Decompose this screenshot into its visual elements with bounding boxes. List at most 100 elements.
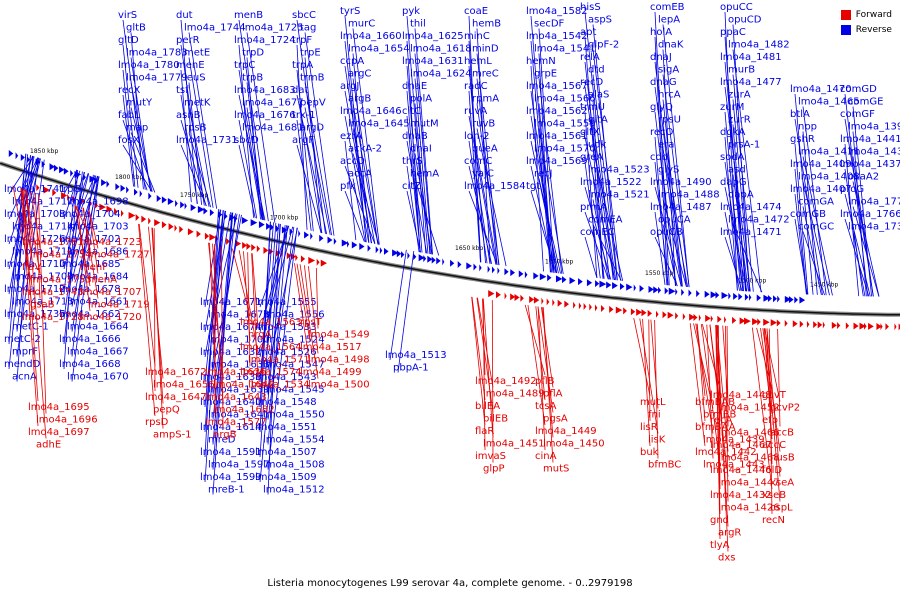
gene-leader-line — [88, 209, 99, 274]
gene-arrow — [52, 189, 57, 197]
gene-arrow — [662, 311, 667, 319]
gene-arrow — [134, 188, 138, 196]
gene-label: relA — [580, 52, 600, 63]
gene-leader-line — [724, 236, 743, 292]
gene-leader-line — [468, 65, 486, 264]
gene-label: fni — [648, 410, 661, 421]
gene-label: mprF — [12, 347, 38, 358]
gene-leader-line — [204, 212, 231, 358]
gene-arrow — [203, 207, 208, 215]
gene-leader-line — [247, 252, 251, 367]
gene-leader-line — [732, 149, 747, 292]
gene-label: mreD — [208, 435, 236, 446]
gene-label: bfmBC — [648, 460, 681, 471]
gene-label: hemN — [526, 56, 556, 67]
gene-label: comGE — [848, 97, 883, 108]
gene-leader-line — [695, 323, 714, 434]
gene-label: dnaB — [402, 131, 428, 142]
gene-label: lmo4a_1642 — [213, 380, 275, 391]
gene-leader-line — [138, 223, 156, 417]
gene-leader-line — [722, 325, 729, 402]
gene-label: lmo4a_1639 — [208, 385, 270, 396]
gene-leader-line — [296, 94, 328, 235]
gene-label: lmo4a_1671 — [200, 297, 262, 308]
gene-label: lmo4a_1500 — [308, 380, 370, 391]
gene-arrow — [784, 295, 792, 303]
gene-label: lmo4a_1522 — [580, 177, 642, 188]
gene-label: accB — [770, 428, 794, 439]
gene-arrow — [327, 236, 333, 244]
gene-leader-line — [584, 236, 598, 279]
gene-label: argC — [348, 69, 371, 80]
gene-arrow — [744, 293, 749, 301]
gene-leader-line — [794, 93, 814, 295]
gene-label: flaV — [22, 262, 41, 273]
gene-leader-line — [267, 227, 298, 470]
gene-label: dapG — [720, 177, 747, 188]
gene-arrow — [423, 255, 427, 263]
gene-label: lmo4a_1465 — [798, 97, 860, 108]
gene-leader-line — [148, 226, 164, 379]
gene-label: lmo4a_1668 — [59, 359, 121, 370]
gene-leader-line — [208, 242, 224, 379]
gene-arrow — [504, 268, 509, 276]
gene-label: lmo4a_1673 — [208, 310, 270, 321]
gene-leader-line — [724, 11, 738, 291]
gene-leader-line — [482, 298, 486, 451]
gene-label: lmo4a_1551 — [255, 422, 317, 433]
gene-label: lmo4a_1408 — [798, 172, 860, 183]
gene-label: lmo4a_1449 — [535, 426, 597, 437]
forward-strand-features-right — [488, 290, 900, 331]
gene-arrow — [8, 150, 14, 158]
gene-arrow — [270, 223, 274, 231]
gene-leader-line — [584, 136, 615, 281]
gene-label: mutS — [543, 464, 569, 475]
gene-leader-line — [639, 318, 659, 434]
reverse-strand-features — [8, 150, 806, 304]
gene-arrow — [379, 247, 383, 255]
gene-label: glpP — [483, 464, 505, 475]
gene-label: rpsB — [184, 123, 207, 134]
gene-leader-line — [352, 103, 379, 245]
gene-leader-line — [530, 190, 557, 274]
gene-leader-line — [344, 165, 376, 244]
gene-arrow — [799, 320, 804, 328]
gene-arrow — [698, 314, 701, 322]
gene-arrow — [148, 217, 151, 225]
gene-label: dgkA — [720, 127, 745, 138]
gene-arrow — [569, 277, 576, 285]
gene-arrow — [43, 186, 50, 194]
gene-arrow — [599, 280, 607, 288]
gene-arrow — [510, 269, 515, 277]
gene-label: prmA — [580, 202, 607, 213]
gene-leader-line — [725, 325, 729, 502]
gene-arrow — [20, 153, 25, 161]
gene-arrow — [664, 287, 669, 295]
gene-arrow — [209, 233, 216, 241]
gene-label: menE — [176, 60, 205, 71]
gene-label: dut — [176, 10, 193, 21]
gene-leader-line — [476, 103, 500, 266]
gene-label: lmo4a_1509 — [255, 472, 317, 483]
gene-leader-line — [468, 90, 481, 263]
gene-leader-line — [716, 325, 721, 515]
gene-label: lmo4a_1512 — [263, 485, 325, 496]
gene-arrow — [668, 287, 676, 295]
gene-arrow — [442, 258, 445, 266]
gene-label: metE — [184, 48, 210, 59]
gene-arrow — [533, 296, 540, 304]
gene-leader-line — [654, 186, 682, 287]
gene-arrow — [49, 163, 55, 171]
gene-arrow — [689, 313, 695, 321]
gene-label: gshR — [790, 134, 815, 145]
gene-label: lmo4a_1498 — [308, 355, 370, 366]
gene-arrow — [633, 284, 637, 292]
gene-label: lmo4a_1674 — [200, 322, 262, 333]
gene-leader-line — [352, 178, 366, 243]
gene-label: lmo4a_1591 — [200, 447, 262, 458]
gene-label: grpE — [534, 69, 557, 80]
gene-arrow — [547, 274, 552, 282]
gene-leader-line — [592, 99, 604, 279]
gene-leader-line — [584, 211, 609, 280]
gene-label: lmo4a_1472 — [728, 215, 790, 226]
